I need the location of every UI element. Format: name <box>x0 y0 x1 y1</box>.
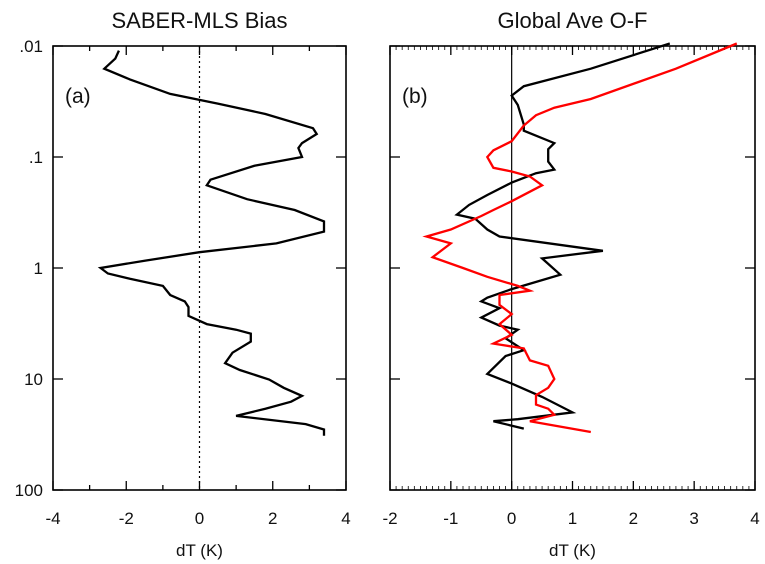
plot-frame <box>389 45 756 491</box>
x-tick-label: 4 <box>750 509 759 528</box>
y-tick-label: .1 <box>29 148 43 167</box>
y-tick-label: 1 <box>34 259 43 278</box>
x-axis-label: dT (K) <box>549 541 596 560</box>
x-tick-label: 3 <box>689 509 698 528</box>
x-tick-label: 2 <box>268 509 277 528</box>
x-tick-label: 0 <box>507 509 516 528</box>
x-tick-label: -2 <box>119 509 134 528</box>
y-tick-label: .01 <box>19 37 43 56</box>
series-line-red <box>422 42 738 434</box>
series-line-black <box>97 50 326 436</box>
panel-b: -2 -1 0 1 2 3 4 Global Ave O-F (b) dT (K) <box>382 8 759 560</box>
y-tick-label: 100 <box>15 481 43 500</box>
x-tick-label: 2 <box>629 509 638 528</box>
series-line-black <box>454 42 671 430</box>
x-tick-label: 0 <box>195 509 204 528</box>
y-tick-label: 10 <box>24 370 43 389</box>
chart-title: SABER-MLS Bias <box>111 8 287 33</box>
panel-a: -4 -2 0 2 4 .01 .1 1 10 100 SABER-MLS Bias (a) dT (K… <box>15 8 351 560</box>
panel-label: (b) <box>402 85 428 108</box>
chart-title: Global Ave O-F <box>498 8 648 33</box>
x-tick-label: 4 <box>341 509 350 528</box>
x-tick-label: 1 <box>568 509 577 528</box>
x-tick-label: -4 <box>45 509 60 528</box>
x-tick-label: -1 <box>443 509 458 528</box>
panel-label: (a) <box>65 85 91 108</box>
x-axis-label: dT (K) <box>176 541 223 560</box>
x-tick-label: -2 <box>382 509 397 528</box>
